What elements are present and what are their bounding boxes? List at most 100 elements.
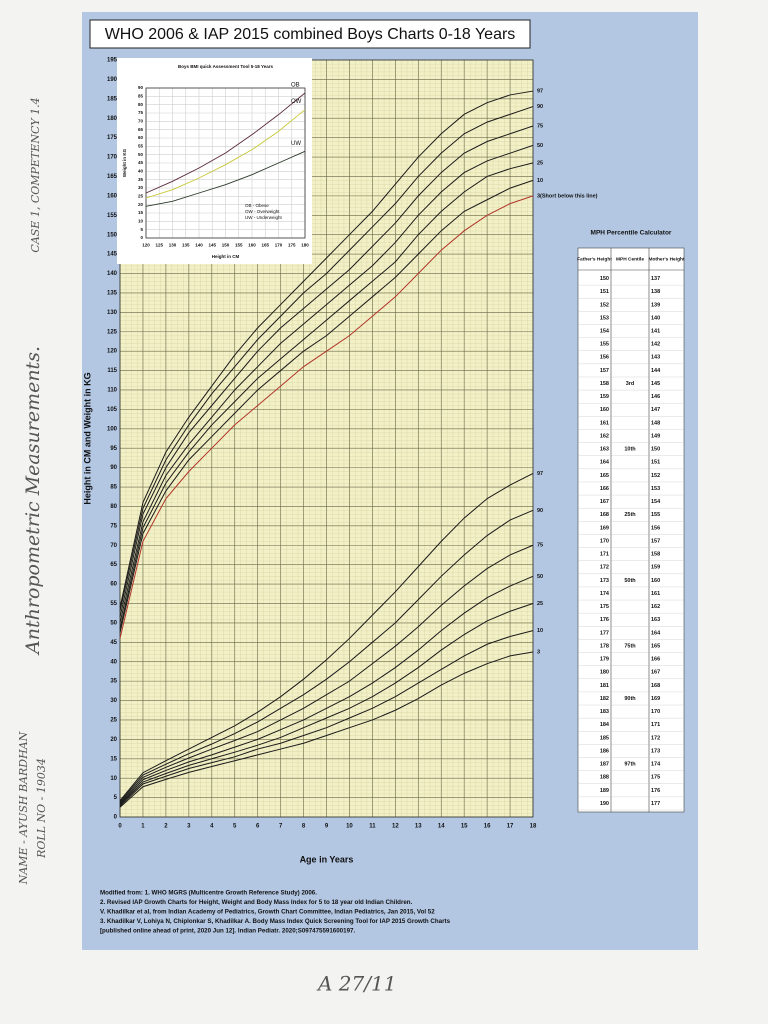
- x-tick-label: 120: [142, 243, 150, 248]
- mother-height: 161: [651, 591, 660, 597]
- mph-centile: 90th: [624, 696, 636, 702]
- mother-height: 156: [651, 525, 660, 531]
- curve-label: 10: [537, 628, 543, 634]
- footnote: 3. Khadilkar V, Lohiya N, Chiplonkar S, …: [100, 918, 451, 925]
- footnotes: Modified from: 1. WHO MGRS (Multicentre …: [100, 890, 451, 935]
- footnote: 2. Revised IAP Growth Charts for Height,…: [100, 899, 413, 906]
- y-tick-label: 160: [107, 193, 118, 199]
- y-tick-label: 145: [107, 252, 118, 258]
- father-height: 189: [600, 788, 609, 794]
- title-box: [89, 19, 531, 49]
- series-line: [119, 90, 534, 608]
- footnote: V. Khadilkar et al, from Indian Academy …: [100, 909, 435, 916]
- y-tick-label: 45: [110, 640, 117, 646]
- series-line: [119, 651, 534, 808]
- y-tick-label: 35: [138, 177, 144, 182]
- y-tick-label: 25: [138, 194, 144, 199]
- curve-label: 90: [537, 508, 543, 514]
- father-height: 150: [600, 276, 609, 282]
- mother-height: 164: [651, 630, 661, 636]
- x-tick-label: 140: [195, 243, 203, 248]
- curve-label: OW: [291, 99, 302, 105]
- y-tick-label: 170: [107, 155, 118, 161]
- x-tick-label: 160: [248, 243, 256, 248]
- y-tick-label: 0: [114, 815, 118, 821]
- x-tick-label: 18: [530, 824, 537, 830]
- legend-entry: OB - Obese: [245, 203, 269, 208]
- x-tick-label: 16: [484, 824, 491, 830]
- y-tick-label: 30: [110, 698, 117, 704]
- curve-label: 50: [537, 143, 543, 149]
- father-height: 184: [600, 722, 610, 728]
- father-height: 187: [600, 762, 609, 768]
- curve-label: 10: [537, 178, 543, 184]
- father-height: 181: [600, 683, 609, 689]
- curve-label: 75: [537, 543, 543, 549]
- y-tick-label: 30: [138, 185, 144, 190]
- curve-label: 3: [537, 649, 540, 655]
- series-line: [119, 575, 534, 805]
- mother-height: 146: [651, 394, 660, 400]
- father-height: 169: [600, 525, 609, 531]
- x-tick-label: 13: [415, 824, 422, 830]
- curve-label: 97: [537, 471, 543, 477]
- mother-height: 138: [651, 289, 660, 295]
- mother-height: 153: [651, 486, 660, 492]
- x-tick-label: 1: [141, 824, 145, 830]
- mother-height: 170: [651, 709, 660, 715]
- x-tick-label: 170: [275, 243, 283, 248]
- y-tick-label: 75: [110, 523, 117, 529]
- y-tick-label: 140: [107, 271, 118, 277]
- series-line: [119, 106, 534, 612]
- mother-height: 145: [651, 381, 660, 387]
- y-tick-label: 135: [107, 291, 118, 297]
- series-line: [145, 109, 306, 199]
- x-tick-label: 14: [438, 824, 445, 830]
- curve-label: OB: [291, 83, 300, 89]
- y-axis-label: Height in CM and Weight in KG: [82, 372, 92, 504]
- mother-height: 162: [651, 604, 660, 610]
- x-tick-label: 15: [461, 824, 468, 830]
- x-tick-label: 6: [256, 824, 260, 830]
- father-height: 177: [600, 630, 609, 636]
- y-tick-label: 90: [110, 465, 117, 471]
- y-tick-label: 105: [107, 407, 118, 413]
- father-height: 163: [600, 447, 609, 453]
- mother-height: 172: [651, 735, 660, 741]
- mother-height: 166: [651, 657, 660, 663]
- y-tick-label: 95: [110, 446, 117, 452]
- mother-height: 152: [651, 473, 660, 479]
- x-tick-label: 3: [187, 824, 191, 830]
- handwritten-roll: ROLL NO - 19034: [35, 758, 48, 859]
- x-tick-label: 165: [261, 243, 269, 248]
- x-tick-label: 17: [507, 824, 514, 830]
- father-height: 178: [600, 643, 609, 649]
- father-height: 190: [600, 801, 609, 807]
- father-height: 183: [600, 709, 609, 715]
- mother-height: 154: [651, 499, 661, 505]
- footnote: [published online ahead of print, 2020 J…: [100, 928, 355, 935]
- y-axis-label: Weight in KG: [122, 148, 127, 177]
- y-tick-label: 195: [107, 58, 118, 64]
- series-line: [119, 125, 534, 618]
- series-line: [119, 630, 534, 807]
- y-tick-label: 15: [138, 210, 144, 215]
- mother-height: 165: [651, 643, 660, 649]
- father-height: 188: [600, 775, 609, 781]
- mother-height: 147: [651, 407, 660, 413]
- x-tick-label: 125: [155, 243, 163, 248]
- y-tick-label: 120: [107, 349, 118, 355]
- y-tick-label: 50: [110, 620, 117, 626]
- series-line: [119, 179, 534, 633]
- y-tick-label: 50: [138, 152, 144, 157]
- father-height: 158: [600, 381, 609, 387]
- x-tick-label: 175: [288, 243, 296, 248]
- y-tick-label: 70: [110, 543, 117, 549]
- y-tick-label: 175: [107, 135, 118, 141]
- y-tick-label: 5: [114, 795, 118, 801]
- curve-label: 75: [537, 123, 543, 129]
- father-height: 160: [600, 407, 609, 413]
- legend-entry: UW - Underweight: [245, 215, 283, 220]
- mother-height: 163: [651, 617, 660, 623]
- y-tick-label: 90: [138, 85, 144, 90]
